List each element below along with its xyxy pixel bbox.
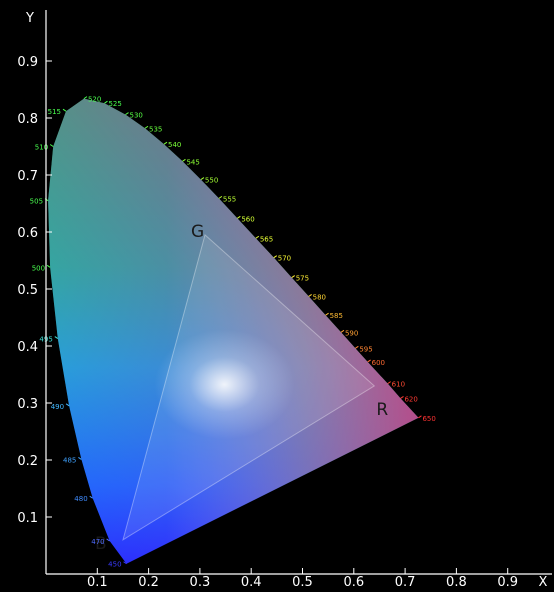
wavelength-tick (218, 195, 223, 199)
wavelength-label: 575 (296, 275, 309, 283)
axes: 0.1 0.2 0.3 0.4 0.5 0.6 0.7 0.8 0.9 0.1 0.2 0.3 0.4 0… (17, 10, 552, 590)
wavelength-label: 500 (32, 264, 45, 272)
wavelength-tick (54, 336, 59, 340)
wavelength-tick (255, 235, 260, 239)
y-tick-label: 0.3 (17, 397, 38, 412)
wavelength-tick (182, 158, 186, 162)
wavelength-tick (367, 359, 371, 363)
y-tick-label: 0.7 (17, 169, 38, 184)
wavelength-tick (46, 264, 51, 268)
wavelength-label: 590 (345, 329, 358, 337)
wavelength-tick (308, 293, 312, 297)
wavelength-label: 535 (149, 125, 162, 133)
gamut-vertex-label: R (376, 400, 388, 420)
wavelength-label: 610 (392, 381, 405, 389)
wavelength-label: 470 (91, 538, 104, 546)
wavelength-tick (125, 112, 129, 115)
wavelength-label: 530 (130, 112, 143, 120)
gamut-vertex-label: G (191, 222, 204, 242)
wavelength-label: 515 (48, 108, 61, 116)
wavelength-labels: 4504704804854904955005055105155205255305… (30, 96, 436, 569)
wavelength-label: 600 (372, 359, 385, 367)
wavelength-label: 555 (223, 195, 236, 203)
wavelength-tick (123, 561, 127, 565)
wavelength-label: 485 (63, 456, 76, 464)
wavelength-label: 585 (330, 312, 343, 320)
wavelength-tick (291, 275, 296, 279)
wavelength-label: 450 (108, 561, 121, 569)
x-tick-label: 0.3 (190, 575, 211, 590)
y-tick-label: 0.2 (17, 454, 38, 469)
wavelength-tick (163, 141, 168, 145)
wavelength-tick (325, 312, 329, 316)
wavelength-tick (144, 125, 149, 129)
wavelength-tick (62, 108, 67, 112)
wavelength-tick (89, 495, 93, 499)
wavelength-label: 620 (404, 395, 417, 403)
x-tick-label: 0.1 (87, 575, 108, 590)
x-tick-label: 0.2 (138, 575, 159, 590)
x-tick-label: 0.4 (241, 575, 262, 590)
wavelength-label: 595 (359, 345, 372, 353)
wavelength-label: 525 (108, 100, 121, 108)
x-axis-title: X (539, 575, 548, 590)
wavelength-tick (340, 329, 345, 333)
y-tick-label: 0.4 (17, 340, 38, 355)
x-tick-label: 0.7 (395, 575, 416, 590)
gamut-triangle: G R B (95, 222, 388, 554)
y-tick-label: 0.6 (17, 226, 38, 241)
x-tick-label: 0.9 (497, 575, 518, 590)
wavelength-tick (237, 215, 241, 219)
wavelength-tick (65, 403, 70, 407)
wavelength-tick (400, 396, 404, 399)
wavelength-label: 545 (186, 158, 199, 166)
wavelength-label: 650 (422, 415, 435, 423)
wavelength-label: 580 (313, 293, 326, 301)
wavelength-tick (387, 381, 391, 385)
wavelength-tick (106, 538, 110, 542)
y-axis-title: Y (25, 11, 34, 26)
wavelength-tick (49, 144, 54, 147)
wavelength-label: 505 (30, 198, 43, 206)
x-tick-label: 0.8 (446, 575, 467, 590)
wavelength-tick (273, 255, 278, 259)
x-tick-label: 0.5 (292, 575, 313, 590)
wavelength-label: 550 (205, 177, 218, 185)
white-point-glow (154, 329, 295, 440)
wavelength-tick (355, 345, 359, 349)
y-tick-label: 0.5 (17, 283, 38, 298)
wavelength-label: 490 (51, 403, 64, 411)
y-tick-label: 0.9 (17, 55, 38, 70)
wavelength-tick (83, 96, 88, 100)
wavelength-label: 480 (74, 495, 87, 503)
wavelength-label: 510 (35, 144, 48, 152)
wavelength-tick (104, 100, 108, 104)
y-tick-label: 0.8 (17, 112, 38, 127)
wavelength-tick (78, 457, 82, 460)
wavelength-tick (418, 415, 422, 419)
wavelength-label: 520 (88, 96, 101, 104)
wavelength-label: 560 (241, 215, 254, 223)
wavelength-label: 570 (278, 255, 291, 263)
gamut-vertex-label: B (95, 534, 107, 554)
x-tick-label: 0.6 (343, 575, 364, 590)
y-tick-label: 0.1 (17, 511, 38, 526)
wavelength-label: 565 (260, 235, 273, 243)
wavelength-tick (200, 177, 205, 180)
wavelength-label: 540 (168, 141, 181, 149)
